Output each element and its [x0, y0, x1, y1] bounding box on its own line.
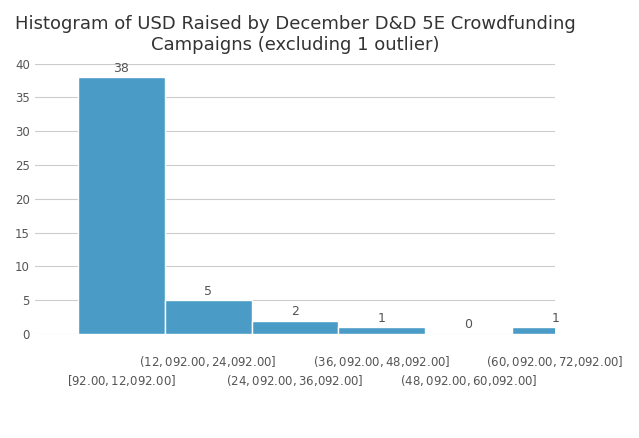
Text: 5: 5	[204, 285, 212, 297]
Text: ($60,092.00 , $72,092.00]: ($60,092.00 , $72,092.00]	[486, 353, 624, 368]
Title: Histogram of USD Raised by December D&D 5E Crowdfunding
Campaigns (excluding 1 o: Histogram of USD Raised by December D&D …	[15, 15, 575, 54]
Text: 1: 1	[378, 311, 386, 325]
Bar	[252, 321, 338, 334]
Bar	[512, 327, 599, 334]
Bar	[78, 77, 165, 334]
Text: ($12,092.00 , $24,092.00]: ($12,092.00 , $24,092.00]	[139, 353, 277, 368]
Text: ($24,092.00 , $36,092.00]: ($24,092.00 , $36,092.00]	[226, 373, 364, 388]
Text: 38: 38	[114, 61, 130, 74]
Text: ($36,092.00 , $48,092.00]: ($36,092.00 , $48,092.00]	[313, 353, 450, 368]
Text: 1: 1	[551, 311, 559, 325]
Text: ($48,092.00 , $60,092.00]: ($48,092.00 , $60,092.00]	[399, 373, 537, 388]
Text: 2: 2	[291, 305, 299, 318]
Text: 0: 0	[465, 318, 472, 332]
Bar	[338, 327, 425, 334]
Bar	[165, 300, 252, 334]
Text: [$92.00 , $12,092.00]: [$92.00 , $12,092.00]	[67, 373, 176, 388]
